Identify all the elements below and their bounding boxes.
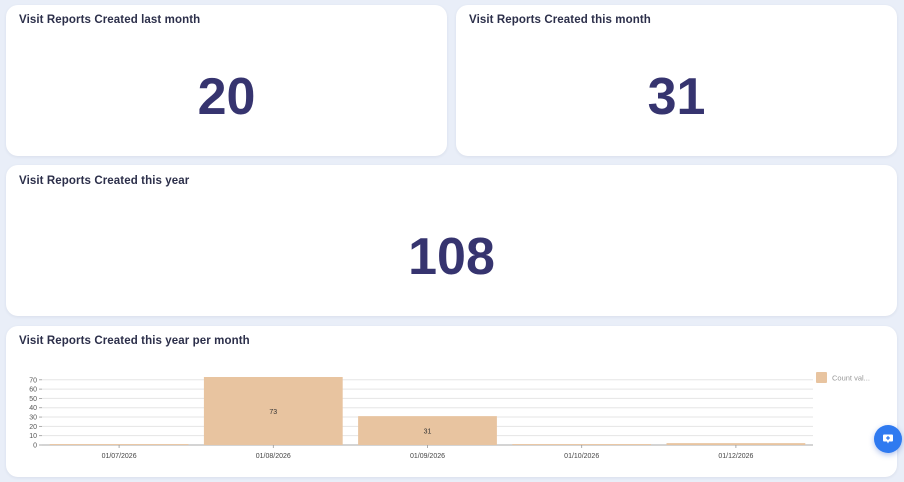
kpi-card-this-month: Visit Reports Created this month 31 [456,5,897,156]
y-tick-label: 40 [29,405,37,412]
kpi-card-this-year: Visit Reports Created this year 108 [6,165,897,316]
bar [49,444,189,445]
kpi-title-last-month: Visit Reports Created last month [19,14,201,26]
kpi-title-this-year: Visit Reports Created this year [19,175,190,187]
bar [358,416,497,445]
kpi-value-this-year: 108 [408,228,495,286]
chat-bubble-icon [883,434,893,444]
bar-chart: 0 10 20 30 40 50 60 70 01/07/2026 73 01/08/2026 31 0… [29,372,870,460]
y-tick-label: 70 [29,377,37,384]
bar-data-label: 73 [269,409,277,416]
kpi-value-this-month: 31 [647,68,706,126]
y-tick-label: 0 [33,443,37,450]
kpi-title-this-month: Visit Reports Created this month [469,14,651,26]
bar [666,443,806,445]
y-tick-label: 50 [29,396,37,403]
bar [512,444,652,445]
bar-data-label: 31 [424,429,432,436]
x-tick-label: 01/07/2026 [102,453,137,460]
kpi-card-last-month: Visit Reports Created last month 20 [6,5,447,156]
y-tick-label: 60 [29,387,37,394]
x-tick-label: 01/08/2026 [256,453,291,460]
kpi-value-last-month: 20 [197,68,256,126]
x-tick-label: 01/10/2026 [564,453,599,460]
legend-label: Count val... [832,374,870,383]
y-tick-label: 10 [29,433,37,440]
legend-swatch [816,372,827,383]
chat-button[interactable] [874,425,902,453]
y-tick-label: 20 [29,424,37,431]
x-tick-label: 01/12/2026 [718,453,753,460]
chart-card: Visit Reports Created this year per mont… [6,326,897,477]
bar [203,377,343,445]
y-tick-label: 30 [29,415,37,422]
chart-card-title: Visit Reports Created this year per mont… [19,335,250,347]
x-tick-label: 01/09/2026 [410,453,445,460]
